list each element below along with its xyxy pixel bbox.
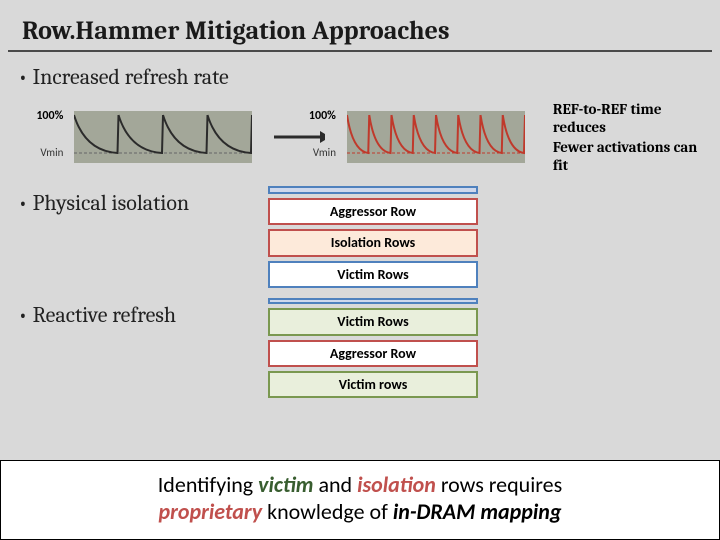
refresh-rate-diagram: 100% Vmin 100% Vmin REF-to-REF time redu… bbox=[0, 100, 720, 180]
dram-row: Victim Rows bbox=[268, 308, 478, 335]
refresh-notes: REF-to-REF time reduces Fewer activation… bbox=[553, 100, 702, 174]
dram-row: Isolation Rows bbox=[268, 229, 478, 256]
note-line-2: Fewer activations can fit bbox=[553, 138, 702, 174]
note-line-1: REF-to-REF time reduces bbox=[553, 100, 702, 136]
bullet-physical-isolation: Physical isolation bbox=[0, 186, 260, 226]
footer-and: and bbox=[313, 471, 357, 498]
footer-victim: victim bbox=[258, 471, 313, 498]
dram-row: Aggressor Row bbox=[268, 340, 478, 367]
footer-note: Identifying victim and isolation rows re… bbox=[0, 460, 720, 540]
decay-chart-slow: 100% Vmin bbox=[74, 111, 252, 163]
arrow-icon bbox=[274, 127, 325, 147]
bullet-refresh-rate: Increased refresh rate bbox=[0, 60, 720, 100]
dram-row: Aggressor Row bbox=[268, 198, 478, 225]
footer-mid: rows requires bbox=[436, 471, 562, 498]
pct-label-right: 100% bbox=[309, 109, 336, 123]
footer-proprietary: proprietary bbox=[159, 498, 263, 525]
footer-idm: in-DRAM mapping bbox=[393, 498, 562, 525]
bullet-reactive-refresh: Reactive refresh bbox=[0, 298, 260, 338]
dram-row-bar bbox=[268, 186, 478, 194]
decay-chart-fast: 100% Vmin bbox=[347, 111, 525, 163]
vmin-label-left: Vmin bbox=[40, 146, 63, 159]
footer-post: knowledge of bbox=[262, 498, 393, 525]
footer-text: Identifying bbox=[158, 471, 258, 498]
dram-row: Victim rows bbox=[268, 371, 478, 398]
page-title: Row.Hammer Mitigation Approaches bbox=[8, 0, 712, 52]
pct-label-left: 100% bbox=[36, 109, 63, 123]
physical-isolation-diagram: Aggressor Row Isolation Rows Victim Rows bbox=[268, 186, 478, 288]
footer-isolation: isolation bbox=[357, 471, 436, 498]
vmin-label-right: Vmin bbox=[313, 146, 336, 159]
dram-row: Victim Rows bbox=[268, 261, 478, 288]
dram-row-bar bbox=[268, 298, 478, 304]
reactive-refresh-diagram: Victim Rows Aggressor Row Victim rows bbox=[268, 298, 478, 398]
